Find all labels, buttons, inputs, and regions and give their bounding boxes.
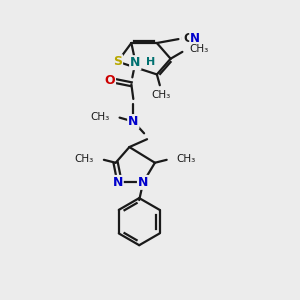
Text: N: N xyxy=(128,115,139,128)
Text: CH₃: CH₃ xyxy=(176,154,196,164)
Text: C: C xyxy=(183,32,192,45)
Text: CH₃: CH₃ xyxy=(189,44,208,54)
Text: N: N xyxy=(138,176,148,189)
Text: N: N xyxy=(190,32,200,45)
Text: N: N xyxy=(112,176,123,189)
Text: H: H xyxy=(146,57,155,67)
Text: CH₃: CH₃ xyxy=(91,112,110,122)
Text: N: N xyxy=(130,56,140,69)
Text: CH₃: CH₃ xyxy=(75,154,94,164)
Text: S: S xyxy=(113,55,122,68)
Text: CH₃: CH₃ xyxy=(151,90,170,100)
Text: O: O xyxy=(104,74,115,87)
